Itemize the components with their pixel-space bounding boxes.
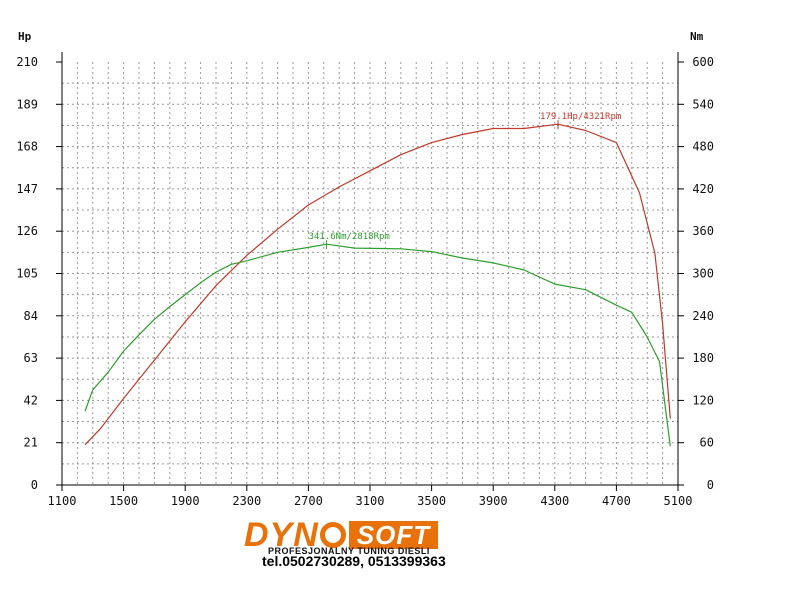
x-axis-ticks: 1100 1500 1900 2300 2700 3100 3500 3900 4300 4700… xyxy=(48,485,693,508)
right-axis-ticks: 0 60 120 180 240 300 360 420 480 540 600 xyxy=(678,55,714,492)
right-tick-label: 480 xyxy=(692,140,714,154)
power-curve xyxy=(84,123,671,446)
right-tick-label: 600 xyxy=(692,55,714,69)
torque-curve xyxy=(84,243,671,447)
x-tick-label: 1500 xyxy=(109,494,138,508)
left-tick-label: 21 xyxy=(24,436,38,450)
brand-logo-block: DYN SOFT xyxy=(244,518,544,552)
peak-annotation: 179.1Hp/4321Rpm xyxy=(540,112,621,122)
x-tick-label: 5100 xyxy=(664,494,693,508)
right-tick-label: 540 xyxy=(692,97,714,111)
chart-annotations: 179.1Hp/4321Rpm 341.6Nm/2818Rpm xyxy=(309,112,621,250)
left-tick-label: 189 xyxy=(16,97,38,111)
dyno-chart: 1100 1500 1900 2300 2700 3100 3500 3900 4300 4700… xyxy=(16,30,714,508)
x-tick-label: 3900 xyxy=(479,494,508,508)
x-tick-label: 2300 xyxy=(232,494,261,508)
dynosoft-logo: DYN SOFT xyxy=(244,516,439,554)
peak-annotation: 341.6Nm/2818Rpm xyxy=(309,232,390,242)
left-axis-ticks: 0 21 42 63 84 105 126 147 168 189 210 xyxy=(16,55,62,492)
right-tick-label: 360 xyxy=(692,224,714,238)
right-tick-label: 180 xyxy=(692,351,714,365)
right-tick-label: 300 xyxy=(692,267,714,281)
left-tick-label: 168 xyxy=(16,140,38,154)
chart-series xyxy=(84,123,671,447)
right-axis-unit: Nm xyxy=(690,30,704,43)
right-tick-label: 420 xyxy=(692,182,714,196)
contact-phone: tel.0502730289, 0513399363 xyxy=(262,553,446,569)
right-tick-label: 240 xyxy=(692,309,714,323)
x-tick-label: 1900 xyxy=(171,494,200,508)
left-tick-label: 63 xyxy=(24,351,38,365)
right-tick-label: 120 xyxy=(692,393,714,407)
left-tick-label: 126 xyxy=(16,224,38,238)
left-tick-label: 0 xyxy=(31,478,38,492)
left-tick-label: 147 xyxy=(16,182,38,196)
right-tick-label: 60 xyxy=(700,436,714,450)
chart-grid xyxy=(62,62,678,485)
x-tick-label: 3100 xyxy=(356,494,385,508)
left-axis-unit: Hp xyxy=(18,30,32,43)
logo-suffix: SOFT xyxy=(348,521,439,549)
x-tick-label: 4300 xyxy=(540,494,569,508)
right-tick-label: 0 xyxy=(707,478,714,492)
logo-prefix: DYN xyxy=(244,516,319,554)
logo-o-ring xyxy=(319,522,346,548)
x-tick-label: 4700 xyxy=(602,494,631,508)
x-tick-label: 1100 xyxy=(48,494,77,508)
x-tick-label: 2700 xyxy=(294,494,323,508)
left-tick-label: 42 xyxy=(24,393,38,407)
x-tick-label: 3500 xyxy=(417,494,446,508)
left-tick-label: 84 xyxy=(24,309,38,323)
left-tick-label: 105 xyxy=(16,267,38,281)
brand-tagline: PROFESJONALNY TUNING DIESLI xyxy=(268,546,430,556)
left-tick-label: 210 xyxy=(16,55,38,69)
